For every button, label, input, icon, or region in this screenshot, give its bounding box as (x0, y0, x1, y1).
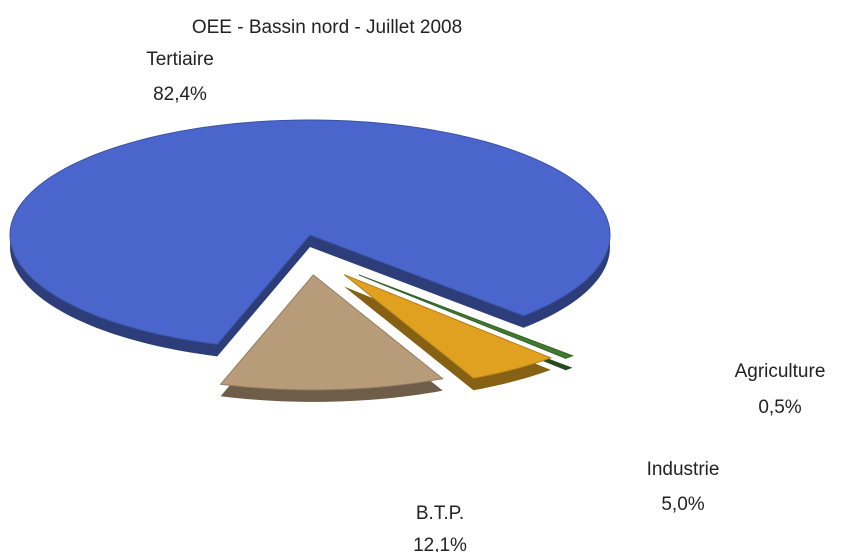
slice-label: B.T.P. (416, 503, 464, 524)
slice-value-label: 12,1% (413, 535, 467, 552)
chart: OEE - Bassin nord - Juillet 2008 Tertiai… (0, 0, 841, 552)
slice-label: Industrie (647, 459, 720, 480)
slice-value-label: 82,4% (153, 84, 207, 105)
chart-title: OEE - Bassin nord - Juillet 2008 (192, 17, 462, 38)
slice-label: Tertiaire (146, 49, 214, 70)
slice-value-label: 5,0% (661, 494, 704, 515)
slice-label: Agriculture (735, 361, 826, 382)
slice-value-label: 0,5% (758, 397, 801, 418)
